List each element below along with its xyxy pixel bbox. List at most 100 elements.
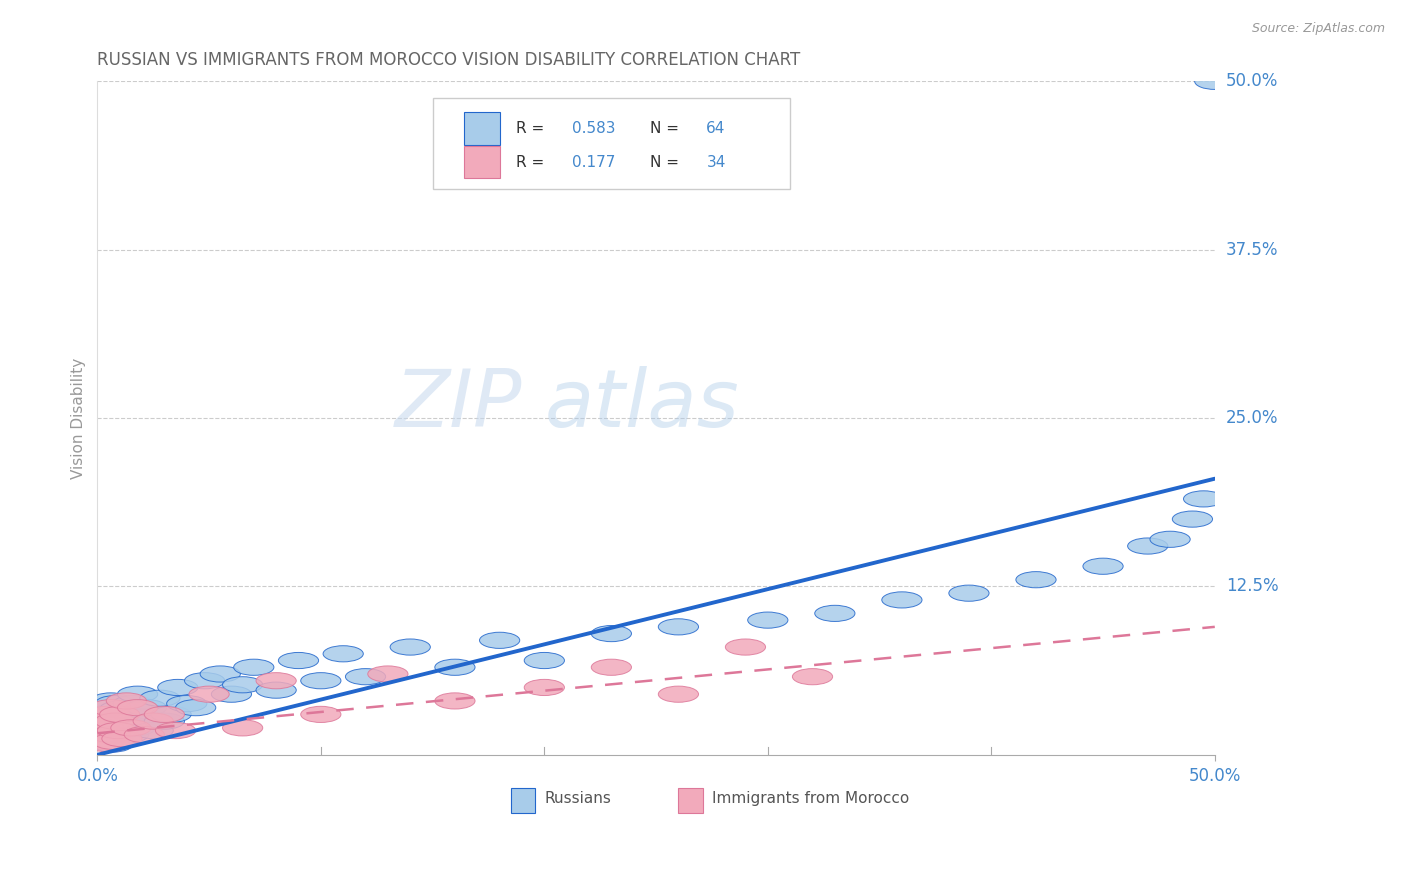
- Ellipse shape: [111, 720, 150, 736]
- Ellipse shape: [592, 659, 631, 675]
- Ellipse shape: [156, 723, 195, 739]
- Ellipse shape: [157, 680, 198, 696]
- Ellipse shape: [592, 625, 631, 641]
- Bar: [679, 788, 703, 814]
- Ellipse shape: [1128, 538, 1168, 554]
- Ellipse shape: [658, 619, 699, 635]
- Ellipse shape: [96, 713, 135, 730]
- Ellipse shape: [1017, 572, 1056, 588]
- Text: Russians: Russians: [544, 791, 612, 806]
- Ellipse shape: [96, 696, 135, 712]
- Text: 25.0%: 25.0%: [1226, 409, 1278, 427]
- Ellipse shape: [104, 713, 145, 730]
- Text: atlas: atlas: [544, 366, 740, 443]
- Ellipse shape: [139, 690, 180, 706]
- Ellipse shape: [112, 696, 153, 712]
- Ellipse shape: [86, 706, 127, 723]
- Ellipse shape: [200, 666, 240, 682]
- Text: 50.0%: 50.0%: [1226, 72, 1278, 90]
- Ellipse shape: [748, 612, 787, 628]
- Ellipse shape: [89, 736, 128, 752]
- Ellipse shape: [97, 725, 138, 741]
- Ellipse shape: [211, 686, 252, 702]
- Text: 0.583: 0.583: [572, 121, 616, 136]
- Ellipse shape: [389, 639, 430, 655]
- Ellipse shape: [256, 673, 297, 689]
- Text: RUSSIAN VS IMMIGRANTS FROM MOROCCO VISION DISABILITY CORRELATION CHART: RUSSIAN VS IMMIGRANTS FROM MOROCCO VISIO…: [97, 51, 800, 69]
- Ellipse shape: [90, 693, 131, 709]
- Ellipse shape: [301, 673, 340, 689]
- Ellipse shape: [80, 723, 120, 739]
- Text: N =: N =: [651, 154, 685, 169]
- Ellipse shape: [111, 717, 150, 733]
- Ellipse shape: [256, 682, 297, 698]
- Ellipse shape: [145, 713, 184, 730]
- Ellipse shape: [882, 591, 922, 608]
- Ellipse shape: [949, 585, 988, 601]
- Ellipse shape: [93, 736, 134, 752]
- Ellipse shape: [124, 726, 165, 743]
- Text: 12.5%: 12.5%: [1226, 577, 1278, 596]
- Ellipse shape: [118, 699, 157, 715]
- Ellipse shape: [86, 699, 127, 715]
- Ellipse shape: [96, 720, 135, 736]
- Ellipse shape: [184, 673, 225, 689]
- Ellipse shape: [134, 723, 173, 739]
- Ellipse shape: [82, 726, 122, 743]
- Ellipse shape: [658, 686, 699, 702]
- Ellipse shape: [101, 731, 142, 747]
- Ellipse shape: [118, 686, 157, 702]
- Ellipse shape: [346, 669, 385, 685]
- Ellipse shape: [100, 731, 139, 747]
- Ellipse shape: [1195, 73, 1234, 89]
- Ellipse shape: [323, 646, 363, 662]
- Ellipse shape: [1184, 491, 1223, 507]
- Ellipse shape: [90, 726, 131, 743]
- Ellipse shape: [134, 713, 173, 730]
- Ellipse shape: [115, 720, 156, 736]
- Ellipse shape: [82, 713, 122, 730]
- Text: 64: 64: [706, 121, 725, 136]
- Ellipse shape: [145, 706, 184, 723]
- Ellipse shape: [1083, 558, 1123, 574]
- Ellipse shape: [100, 706, 139, 723]
- Ellipse shape: [100, 701, 139, 717]
- Text: Immigrants from Morocco: Immigrants from Morocco: [711, 791, 910, 806]
- Ellipse shape: [434, 659, 475, 675]
- Y-axis label: Vision Disability: Vision Disability: [72, 358, 86, 479]
- Ellipse shape: [368, 666, 408, 682]
- Ellipse shape: [84, 733, 124, 749]
- Ellipse shape: [107, 706, 146, 723]
- Ellipse shape: [233, 659, 274, 675]
- Ellipse shape: [101, 723, 142, 739]
- Ellipse shape: [108, 726, 149, 743]
- Ellipse shape: [93, 704, 134, 720]
- Text: Source: ZipAtlas.com: Source: ZipAtlas.com: [1251, 22, 1385, 36]
- Ellipse shape: [176, 699, 215, 715]
- Ellipse shape: [524, 652, 564, 669]
- FancyBboxPatch shape: [433, 98, 790, 189]
- Ellipse shape: [97, 723, 138, 739]
- Ellipse shape: [93, 733, 134, 749]
- Ellipse shape: [84, 720, 124, 736]
- Ellipse shape: [82, 731, 122, 747]
- Ellipse shape: [278, 652, 319, 669]
- Bar: [464, 112, 499, 145]
- Ellipse shape: [793, 669, 832, 685]
- Ellipse shape: [86, 723, 127, 739]
- Text: N =: N =: [651, 121, 685, 136]
- Ellipse shape: [524, 680, 564, 696]
- Ellipse shape: [301, 706, 340, 723]
- Ellipse shape: [222, 677, 263, 693]
- Ellipse shape: [89, 731, 128, 747]
- Ellipse shape: [90, 726, 131, 743]
- Text: ZIP: ZIP: [395, 366, 522, 443]
- Ellipse shape: [222, 720, 263, 736]
- Text: 37.5%: 37.5%: [1226, 241, 1278, 259]
- Ellipse shape: [107, 693, 146, 709]
- Ellipse shape: [479, 632, 520, 648]
- Ellipse shape: [434, 693, 475, 709]
- Ellipse shape: [188, 686, 229, 702]
- Ellipse shape: [86, 726, 127, 743]
- Ellipse shape: [150, 706, 191, 723]
